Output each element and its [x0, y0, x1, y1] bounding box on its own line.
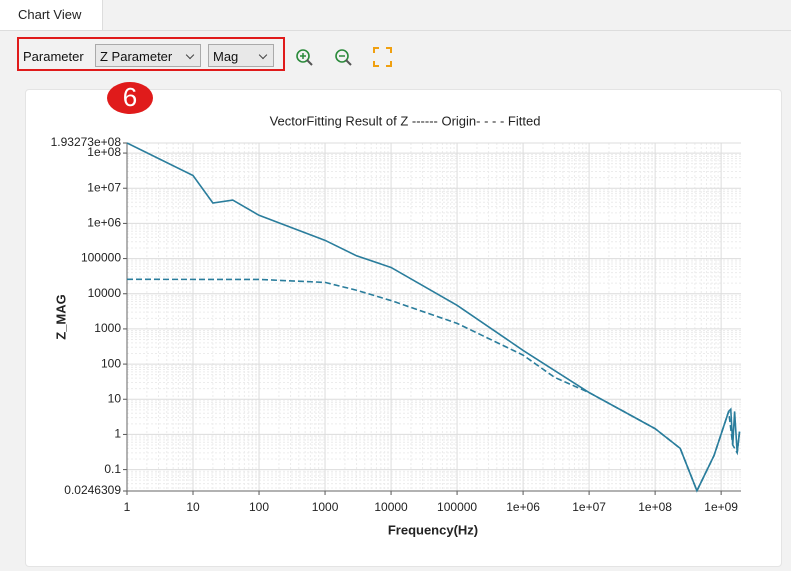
- zoom-in-button[interactable]: [296, 49, 313, 66]
- y-tick-label: 10: [108, 391, 122, 405]
- x-tick-label: 100: [249, 500, 269, 514]
- x-tick-label: 1e+07: [572, 500, 606, 514]
- badge-text: 6: [123, 82, 137, 112]
- x-tick-label: 10000: [374, 500, 408, 514]
- highlight-box: [17, 37, 285, 71]
- x-tick-label: 1000: [312, 500, 339, 514]
- tab[interactable]: Chart View: [0, 0, 103, 30]
- series-line: [126, 278, 741, 493]
- parameter-dropdown[interactable]: Z Parameter: [95, 44, 201, 67]
- mode-dropdown[interactable]: Mag: [208, 44, 274, 67]
- annotation-badge: [107, 82, 153, 114]
- x-tick-label: 1: [124, 500, 131, 514]
- y-axis-label: Z_MAG: [53, 294, 68, 340]
- y-tick-label: 1.93273e+08: [51, 135, 122, 149]
- y-tick-label: 0.0246309: [64, 483, 121, 497]
- y-tick-label: 10000: [88, 286, 122, 300]
- parameter-label: Parameter: [23, 49, 84, 64]
- x-tick-label: 10: [186, 500, 200, 514]
- y-tick-label: 100: [101, 356, 121, 370]
- y-tick-label: 1e+06: [87, 216, 121, 230]
- x-tick-label: 100000: [437, 500, 477, 514]
- tab-underline: [0, 30, 791, 31]
- series-line: [126, 142, 741, 493]
- chart-panel: [25, 89, 782, 567]
- x-axis-label: Frequency(Hz): [388, 522, 478, 537]
- x-tick-label: 1e+06: [506, 500, 540, 514]
- chart-title: VectorFitting Result of Z ------ Origin-…: [270, 113, 541, 128]
- x-tick-label: 1e+08: [638, 500, 672, 514]
- y-tick-label: 1000: [94, 321, 121, 335]
- y-tick-label: 1: [114, 427, 121, 441]
- y-tick-label: 100000: [81, 251, 121, 265]
- zoom-out-button[interactable]: [335, 49, 352, 66]
- y-tick-label: 1e+07: [87, 180, 121, 194]
- y-tick-label: 0.1: [104, 462, 121, 476]
- x-tick-label: 1e+09: [704, 500, 738, 514]
- y-tick-label: 1e+08: [87, 145, 121, 159]
- grid: [126, 142, 741, 492]
- fit-button[interactable]: [373, 47, 392, 67]
